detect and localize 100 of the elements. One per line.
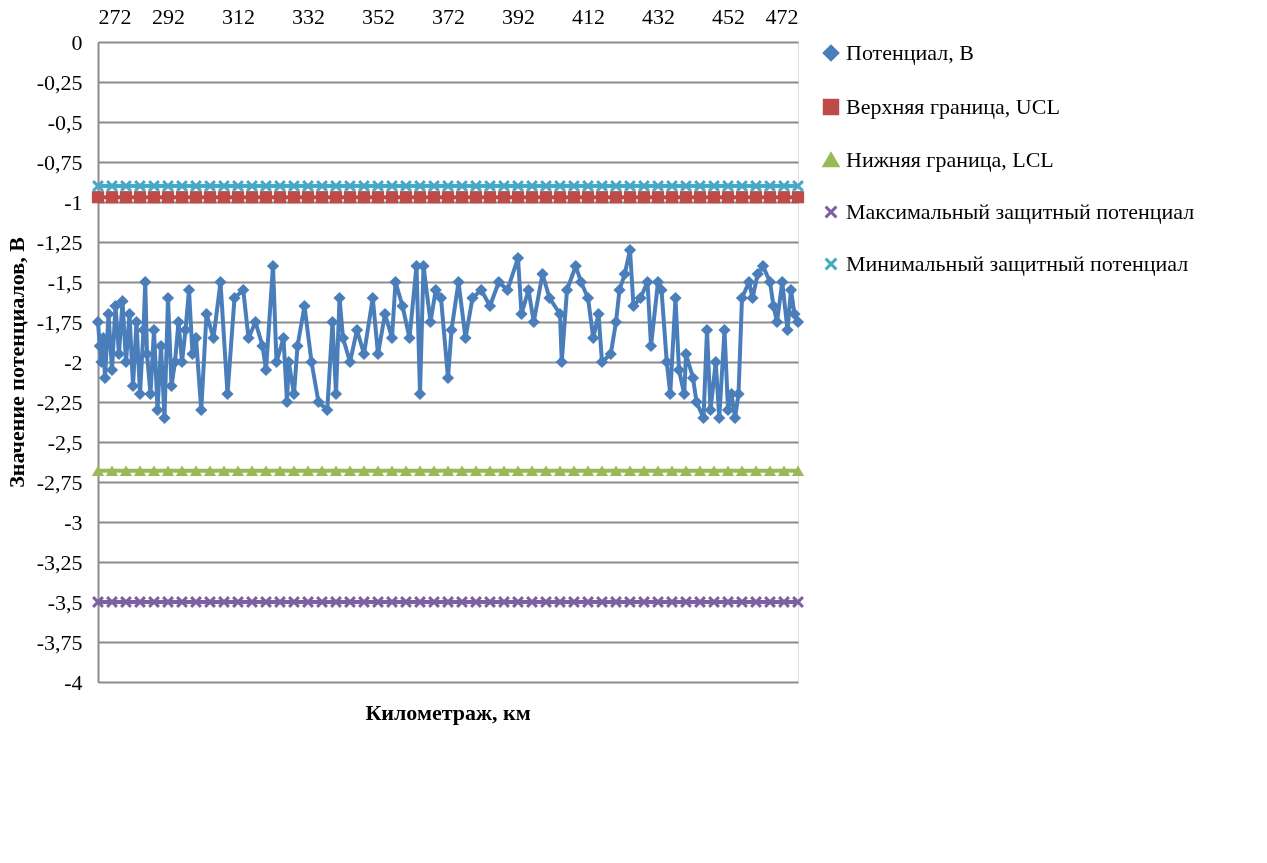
x-tick-label: 312: [222, 3, 255, 29]
point: [721, 465, 735, 477]
point: [609, 465, 623, 477]
point: [777, 191, 791, 204]
point: [217, 465, 231, 477]
point: [469, 191, 483, 204]
point: [231, 191, 245, 204]
point: [385, 465, 399, 477]
point: [427, 191, 441, 204]
x-tick-label: 292: [152, 3, 185, 29]
x-tick-label: 412: [572, 3, 605, 29]
point: [693, 191, 707, 204]
point: [637, 191, 651, 204]
y-tick-label: -3,75: [36, 629, 83, 655]
point: [469, 465, 483, 477]
point: [623, 465, 637, 477]
point: [525, 191, 539, 204]
point: [273, 465, 287, 477]
point: [791, 465, 805, 477]
point: [189, 191, 203, 204]
point: [371, 191, 385, 204]
legend-label: Минимальный защитный потенциал: [846, 251, 1189, 276]
point: [735, 191, 749, 204]
point: [735, 465, 749, 477]
x-tick-label: 432: [642, 3, 675, 29]
point: [651, 191, 665, 204]
point: [441, 191, 455, 204]
point: [567, 191, 581, 204]
y-tick-label: -2,25: [36, 389, 83, 415]
point: [399, 191, 413, 204]
point: [763, 465, 777, 477]
point: [525, 465, 539, 477]
x-tick-label: 472: [765, 3, 799, 29]
point: [777, 465, 791, 477]
point: [553, 191, 567, 204]
point: [203, 465, 217, 477]
point: [245, 465, 259, 477]
legend-label: Потенциал, В: [846, 40, 974, 65]
point: [707, 191, 721, 204]
point: [259, 191, 273, 204]
point: [161, 465, 175, 477]
point: [273, 191, 287, 204]
point: [315, 465, 329, 477]
point: [441, 465, 455, 477]
point: [511, 191, 525, 204]
point: [679, 465, 693, 477]
point: [371, 465, 385, 477]
point: [301, 465, 315, 477]
y-tick-label: -3,25: [36, 549, 83, 575]
legend-label: Нижняя граница, LCL: [846, 147, 1054, 172]
x-tick-label: 372: [432, 3, 465, 29]
point: [357, 191, 371, 204]
point: [413, 465, 427, 477]
y-tick-label: -2: [64, 349, 83, 375]
y-tick-label: -4: [64, 669, 83, 695]
point: [791, 191, 805, 204]
point: [147, 465, 161, 477]
point: [665, 465, 679, 477]
point: [399, 465, 413, 477]
x-tick-label: 392: [502, 3, 535, 29]
point: [105, 465, 119, 477]
point: [133, 465, 147, 477]
point: [595, 465, 609, 477]
point: [763, 191, 777, 204]
point: [595, 191, 609, 204]
point: [553, 465, 567, 477]
point: [91, 191, 105, 204]
point: [749, 191, 763, 204]
point: [287, 191, 301, 204]
point: [189, 465, 203, 477]
y-tick-label: -1: [64, 189, 83, 215]
x-tick-label: 452: [712, 3, 745, 29]
point: [259, 465, 273, 477]
point: [119, 191, 133, 204]
y-axis-title: Значение потенциалов, В: [3, 236, 29, 488]
point: [91, 465, 105, 477]
point: [609, 191, 623, 204]
point: [133, 191, 147, 204]
y-tick-label: -1,25: [36, 229, 83, 255]
y-tick-label: -2,75: [36, 469, 83, 495]
x-axis-title: Километраж, км: [365, 700, 531, 725]
point: [217, 191, 231, 204]
legend-label: Максимальный защитный потенциал: [846, 199, 1195, 224]
point: [175, 191, 189, 204]
y-tick-label: -3: [64, 509, 83, 535]
point: [315, 191, 329, 204]
y-tick-label: -1,5: [47, 269, 83, 295]
point: [539, 191, 553, 204]
x-tick-label: 332: [292, 3, 325, 29]
point: [105, 191, 119, 204]
point: [147, 191, 161, 204]
point: [245, 191, 259, 204]
point: [483, 465, 497, 477]
x-tick-label: 272: [98, 3, 132, 29]
point: [623, 191, 637, 204]
point: [749, 465, 763, 477]
y-tick-label: -0,25: [36, 69, 83, 95]
point: [175, 465, 189, 477]
legend-label: Верхняя граница, UCL: [846, 94, 1060, 119]
point: [385, 191, 399, 204]
